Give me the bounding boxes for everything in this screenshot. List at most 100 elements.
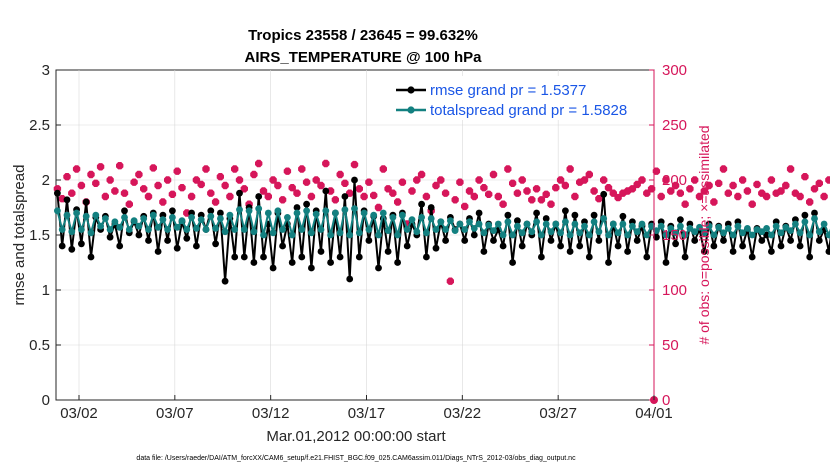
rmse-point [470, 231, 478, 239]
spread-point [811, 215, 818, 222]
spread-point [662, 231, 670, 239]
obs-marker [590, 187, 598, 195]
spread-point [102, 215, 109, 222]
obs-marker [221, 181, 229, 190]
spread-point [729, 231, 737, 239]
obs-marker [322, 159, 330, 168]
rmse-point [183, 234, 191, 242]
obs-marker [628, 185, 637, 193]
spread-point [609, 220, 617, 228]
obs-marker [700, 187, 708, 195]
spread-point [432, 226, 440, 233]
obs-marker [125, 200, 133, 208]
obs-marker [207, 189, 215, 197]
obs-marker [652, 167, 661, 175]
spread-point [451, 227, 459, 235]
spread-point [758, 228, 766, 236]
rmse-point [298, 253, 306, 261]
spread-point [700, 229, 708, 237]
obs-marker [485, 190, 493, 198]
rmse-point [509, 259, 516, 266]
spread-point [346, 231, 354, 239]
spread-point [710, 231, 718, 239]
spread-point [815, 228, 823, 236]
obs-marker [719, 165, 728, 173]
rmse-point [87, 253, 95, 261]
obs-marker [312, 176, 320, 184]
rmse-point [106, 233, 114, 241]
obs-marker [77, 181, 86, 190]
obs-marker [370, 191, 378, 200]
rmse-point [480, 248, 488, 255]
spread-point [787, 227, 794, 235]
obs-marker [140, 185, 148, 193]
obs-marker [609, 189, 617, 197]
rmse-point [681, 253, 689, 261]
obs-marker [68, 189, 76, 197]
spread-point [245, 207, 253, 215]
spread-point [97, 222, 104, 230]
obs-marker [149, 164, 157, 172]
legend-rmse-marker [407, 86, 415, 94]
obs-marker [432, 181, 440, 190]
rmse-point [815, 237, 823, 244]
rmse-point [806, 253, 814, 261]
spread-point [614, 229, 622, 237]
spread-point [327, 231, 334, 239]
spread-point [212, 225, 220, 232]
rmse-point [662, 259, 670, 266]
spread-point [681, 231, 689, 239]
spread-point [54, 207, 61, 215]
obs-marker [480, 184, 488, 192]
obs-marker [820, 192, 828, 201]
obs-marker [806, 198, 814, 206]
y-tick-label-right: 50 [662, 337, 679, 354]
rmse-point [207, 207, 215, 215]
spread-point [303, 207, 310, 215]
obs-marker [202, 165, 210, 173]
obs-marker [662, 176, 670, 184]
obs-marker [302, 178, 311, 186]
rmse-point [173, 244, 181, 252]
spread-point [226, 211, 234, 219]
obs-marker [240, 185, 248, 193]
legend-rmse-label: rmse grand pr = 1.5377 [430, 82, 586, 99]
spread-point [480, 229, 488, 237]
spread-point [724, 225, 732, 232]
spread-point [173, 223, 181, 231]
rmse-point [633, 237, 641, 244]
obs-marker [350, 160, 359, 169]
rmse-point [691, 237, 699, 244]
obs-marker [72, 165, 81, 173]
obs-marker [216, 173, 224, 181]
spread-point [801, 218, 809, 226]
rmse-point [538, 253, 545, 261]
rmse-point [576, 242, 584, 250]
rmse-point [164, 237, 172, 244]
spread-point [341, 206, 349, 214]
obs-marker [585, 170, 593, 179]
spread-point [413, 228, 421, 236]
obs-marker [489, 170, 498, 179]
rmse-point [614, 242, 622, 250]
y-tick-label-right: 100 [662, 282, 687, 299]
spread-point [274, 207, 282, 215]
spread-point [475, 220, 483, 228]
y-tick-label-right: 0 [662, 392, 670, 409]
spread-point [437, 218, 445, 226]
spread-point [538, 231, 545, 239]
spread-point [672, 229, 679, 237]
spread-point [236, 206, 243, 214]
rmse-point [796, 242, 804, 250]
rmse-point [193, 242, 200, 250]
obs-marker [408, 187, 416, 195]
obs-marker [130, 178, 138, 186]
y-tick-label-right: 200 [662, 172, 687, 189]
spread-point [653, 227, 660, 235]
obs-marker [600, 176, 608, 184]
rmse-point [542, 215, 550, 222]
spread-point [657, 222, 665, 230]
obs-marker [154, 181, 162, 190]
rmse-point [322, 187, 330, 195]
